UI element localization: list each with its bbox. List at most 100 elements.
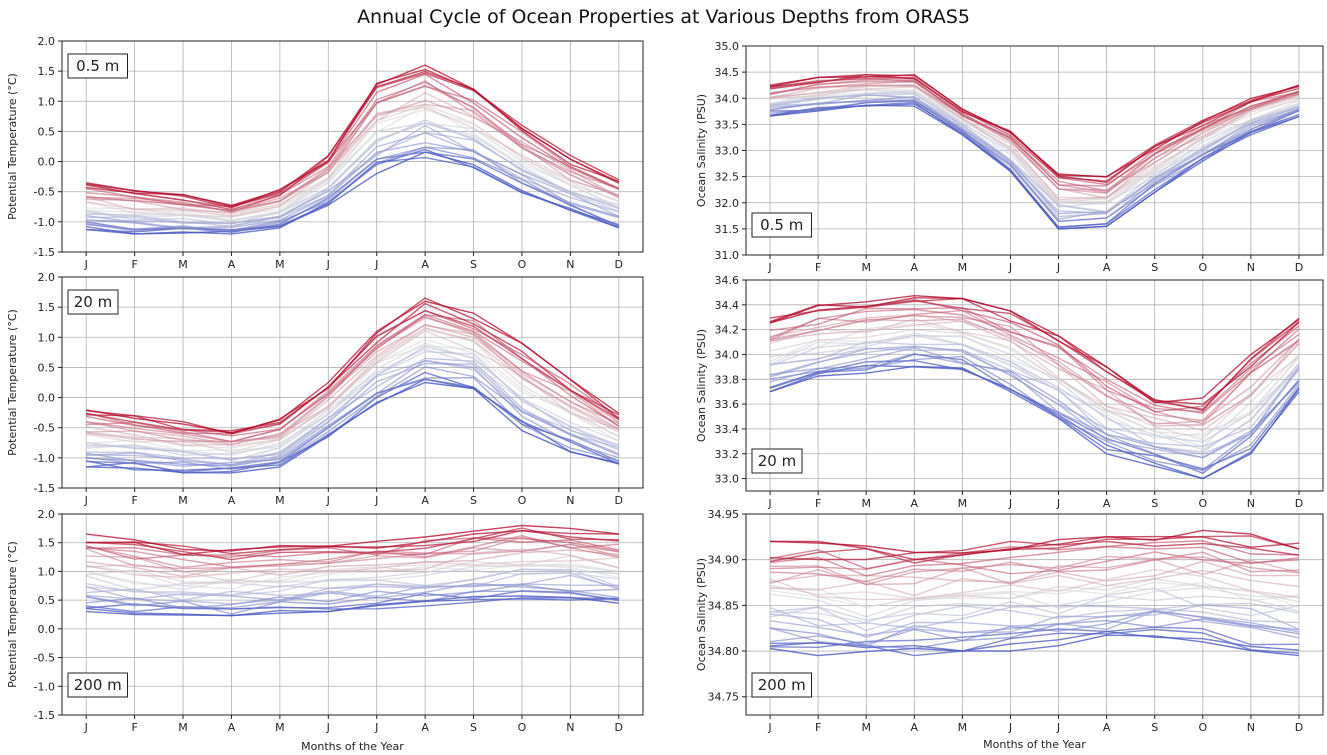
panel-1-xtick-label: A bbox=[421, 258, 429, 271]
panel-4-xtick-label: S bbox=[1151, 497, 1158, 510]
panel-3-frame bbox=[61, 276, 644, 489]
panel-1-xtick-label: J bbox=[84, 258, 88, 271]
panel-6-series-line bbox=[769, 540, 1300, 561]
panel-3-series-line bbox=[86, 302, 620, 432]
panel-2-series-line bbox=[769, 80, 1300, 195]
panel-6-xtick-label: A bbox=[911, 721, 919, 734]
panel-4-series-line bbox=[769, 320, 1300, 431]
panel-2-xtick-label: J bbox=[1008, 261, 1012, 274]
panel-2-xtick-label: N bbox=[1247, 261, 1255, 274]
panel-2-xtick-label: M bbox=[958, 261, 968, 274]
panel-6-ytick-label: 34.85 bbox=[708, 599, 740, 612]
panel-6-series-line bbox=[769, 587, 1300, 618]
panel-5-xtick-label: A bbox=[228, 721, 236, 734]
panel-1-series-line bbox=[86, 122, 620, 222]
panel-5-frame bbox=[61, 513, 644, 716]
panel-1-xtick-label: J bbox=[374, 258, 378, 271]
panel-3-depth-label-box bbox=[67, 289, 119, 315]
panel-3-ytick-label: 1.0 bbox=[38, 331, 56, 344]
panel-3-series-line bbox=[86, 300, 620, 434]
panel-2-ytick-label: 32.0 bbox=[715, 197, 740, 210]
panel-3-xtick-label: J bbox=[326, 494, 330, 507]
panel-5-series-line bbox=[86, 537, 619, 560]
panel-1-ytick-label: 0.0 bbox=[38, 156, 56, 169]
panel-5-series-line bbox=[86, 524, 619, 552]
panel-6-xtick-label: M bbox=[861, 721, 871, 734]
panel-3-series-line bbox=[86, 316, 620, 443]
panel-4-series-line bbox=[769, 355, 1300, 471]
panel-6-series-group bbox=[769, 529, 1300, 657]
panel-2-xtick-label: D bbox=[1295, 261, 1303, 274]
panel-6-frame bbox=[745, 513, 1324, 716]
panel-3-series-line bbox=[86, 342, 620, 456]
panel-2-ytick-label: 35.0 bbox=[715, 40, 740, 53]
panel-3-series-line bbox=[86, 323, 620, 443]
panel-2-series-line bbox=[769, 73, 1300, 178]
panel-1-ytick-label: 2.0 bbox=[38, 35, 56, 48]
panel-3-ytick-label: 2.0 bbox=[38, 271, 56, 284]
panel-5-series-line bbox=[86, 530, 619, 556]
panel-5-xtick-label: M bbox=[178, 721, 188, 734]
panel-1-series-line bbox=[86, 64, 620, 207]
panel-1-xtick-label: S bbox=[470, 258, 477, 271]
panel-2-xtick-label: J bbox=[1056, 261, 1060, 274]
panel-3-ytick-label: 0.5 bbox=[38, 361, 56, 374]
panel-6-xtick-label: F bbox=[815, 721, 821, 734]
panel-4-xtick-label: J bbox=[1008, 497, 1012, 510]
panel-3-xtick-label: O bbox=[518, 494, 527, 507]
panel-3-ytick-label: -1.5 bbox=[34, 482, 55, 495]
panel-3-xtick-label: F bbox=[131, 494, 137, 507]
panel-6-series-line bbox=[769, 630, 1300, 652]
panel-6-series-line bbox=[769, 610, 1300, 648]
panel-5-series-line bbox=[86, 549, 619, 577]
panel-1-xtick-label: M bbox=[275, 258, 285, 271]
panel-5-series-line bbox=[86, 590, 619, 615]
panel-3-series-line bbox=[86, 327, 620, 446]
panel-4-xtick-label: O bbox=[1198, 497, 1207, 510]
panel-1-ytick-label: -0.5 bbox=[34, 186, 55, 199]
panel-2-series-line bbox=[769, 95, 1300, 220]
panel-3-ytick-label: -1.0 bbox=[34, 452, 55, 465]
panel-1-xtick-label: N bbox=[566, 258, 574, 271]
panel-5-series-line bbox=[86, 574, 619, 605]
panel-4-xtick-label: A bbox=[1103, 497, 1111, 510]
panel-6-series-line bbox=[769, 578, 1300, 603]
xlabel-right: Months of the Year bbox=[983, 738, 1086, 751]
panel-1-xtick-label: O bbox=[518, 258, 527, 271]
panel-6-ytick-label: 34.80 bbox=[708, 645, 740, 658]
panel-4-series-line bbox=[769, 314, 1300, 427]
panel-3-ytick-label: -0.5 bbox=[34, 422, 55, 435]
panel-3-ylabel: Potential Temperature (°C) bbox=[6, 309, 19, 456]
figure-title: Annual Cycle of Ocean Properties at Vari… bbox=[357, 6, 970, 28]
panel-4-ytick-label: 33.8 bbox=[715, 373, 740, 386]
panel-6-series-line bbox=[769, 609, 1300, 645]
panel-3-series-line bbox=[86, 377, 619, 467]
panel-5-series-line bbox=[86, 535, 619, 568]
panel-4-xtick-label: J bbox=[767, 497, 771, 510]
panel-6-series-line bbox=[769, 546, 1300, 577]
panel-2-series-line bbox=[769, 76, 1300, 186]
panel-5-ytick-label: 1.0 bbox=[38, 565, 56, 578]
panel-5-xtick-label: J bbox=[84, 721, 88, 734]
panel-2-ytick-label: 32.5 bbox=[715, 171, 740, 184]
panel-3-ytick-label: 0.0 bbox=[38, 392, 56, 405]
panel-5-xtick-label: D bbox=[615, 721, 623, 734]
panel-6-xtick-label: S bbox=[1151, 721, 1158, 734]
panel-5-ytick-label: 0.0 bbox=[38, 623, 56, 636]
panel-4-depth-label-box bbox=[751, 448, 803, 474]
panel-1-series-line bbox=[86, 104, 620, 219]
panel-5-xtick-label: N bbox=[566, 721, 574, 734]
panel-6-xtick-label: D bbox=[1295, 721, 1303, 734]
panel-3-xtick-label: M bbox=[178, 494, 188, 507]
panel-6-depth-label-box bbox=[751, 672, 812, 698]
panel-4-xtick-label: N bbox=[1247, 497, 1255, 510]
panel-5-series-line bbox=[86, 582, 619, 609]
panel-6-xtick-label: J bbox=[1056, 721, 1060, 734]
panel-5-series-line bbox=[85, 543, 619, 570]
panel-4-ytick-label: 33.4 bbox=[715, 423, 740, 436]
panel-1-depth-label: 0.5 m bbox=[76, 57, 119, 75]
panel-6-xtick-label: J bbox=[1008, 721, 1012, 734]
panel-4-xtick-label: M bbox=[861, 497, 871, 510]
panel-5-xtick-label: J bbox=[374, 721, 378, 734]
panel-2-ytick-label: 33.5 bbox=[715, 118, 740, 131]
